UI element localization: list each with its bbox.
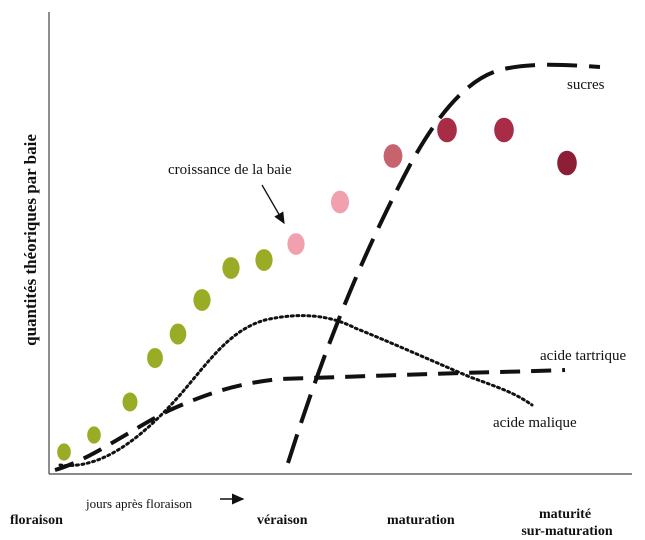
stage-sur-maturation: sur-maturation [521,524,612,539]
berry-marker [437,117,457,143]
stage-maturation: maturation [387,513,455,528]
sucres-curve [286,62,601,464]
berry-marker [169,323,187,345]
acide-tartrique-curve [54,368,566,472]
berry-marker [57,443,71,461]
berry-marker [255,249,273,271]
stage-maturite: maturité [539,507,591,522]
x-axis-note: jours après floraison [85,496,193,511]
croissance-arrow [261,184,285,225]
acide-malique-curve [58,314,534,468]
stage-veraison: véraison [257,513,308,528]
berry-marker [193,289,211,311]
berry-marker [331,190,349,214]
acide-tartrique-label: acide tartrique [540,348,627,364]
acide-malique-label: acide malique [493,415,577,431]
berry-marker [494,117,514,143]
berry-marker [87,426,101,444]
stage-floraison: floraison [10,513,63,528]
berry-markers [57,117,577,461]
berry-marker [557,150,577,176]
berry-marker [383,144,403,168]
y-axis-label: quantités théoriques par baie [21,134,40,346]
berry-marker [222,257,240,279]
croissance-label: croissance de la baie [168,162,292,178]
berry-marker [147,348,163,368]
berry-marker [287,233,305,255]
berry-marker [122,392,138,412]
sucres-label: sucres [567,77,605,93]
